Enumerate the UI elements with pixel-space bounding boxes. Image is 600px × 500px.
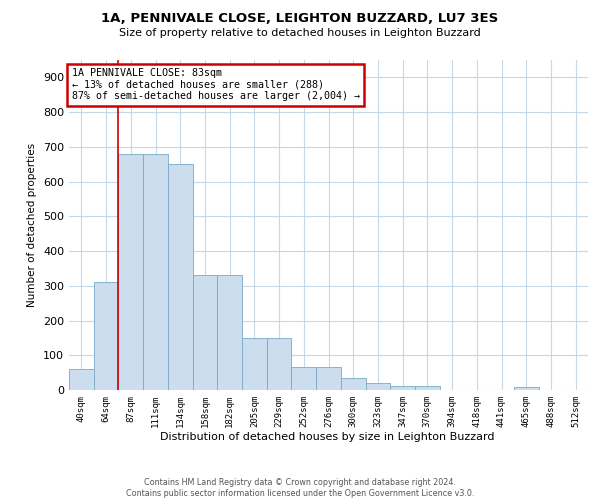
Bar bbox=[242, 338, 267, 390]
Bar bbox=[292, 368, 316, 390]
Text: Size of property relative to detached houses in Leighton Buzzard: Size of property relative to detached ho… bbox=[119, 28, 481, 38]
Y-axis label: Number of detached properties: Number of detached properties bbox=[28, 143, 37, 307]
Bar bbox=[316, 368, 341, 390]
Text: 1A, PENNIVALE CLOSE, LEIGHTON BUZZARD, LU7 3ES: 1A, PENNIVALE CLOSE, LEIGHTON BUZZARD, L… bbox=[101, 12, 499, 26]
Text: Distribution of detached houses by size in Leighton Buzzard: Distribution of detached houses by size … bbox=[160, 432, 494, 442]
Bar bbox=[415, 386, 440, 390]
Bar bbox=[514, 386, 539, 390]
Text: 1A PENNIVALE CLOSE: 83sqm
← 13% of detached houses are smaller (288)
87% of semi: 1A PENNIVALE CLOSE: 83sqm ← 13% of detac… bbox=[71, 68, 359, 102]
Bar bbox=[69, 369, 94, 390]
Bar bbox=[193, 276, 217, 390]
Bar bbox=[390, 386, 415, 390]
Bar bbox=[168, 164, 193, 390]
Bar bbox=[118, 154, 143, 390]
Bar bbox=[267, 338, 292, 390]
Bar bbox=[143, 154, 168, 390]
Bar bbox=[365, 383, 390, 390]
Text: Contains HM Land Registry data © Crown copyright and database right 2024.
Contai: Contains HM Land Registry data © Crown c… bbox=[126, 478, 474, 498]
Bar bbox=[217, 276, 242, 390]
Bar bbox=[341, 378, 365, 390]
Bar bbox=[94, 282, 118, 390]
